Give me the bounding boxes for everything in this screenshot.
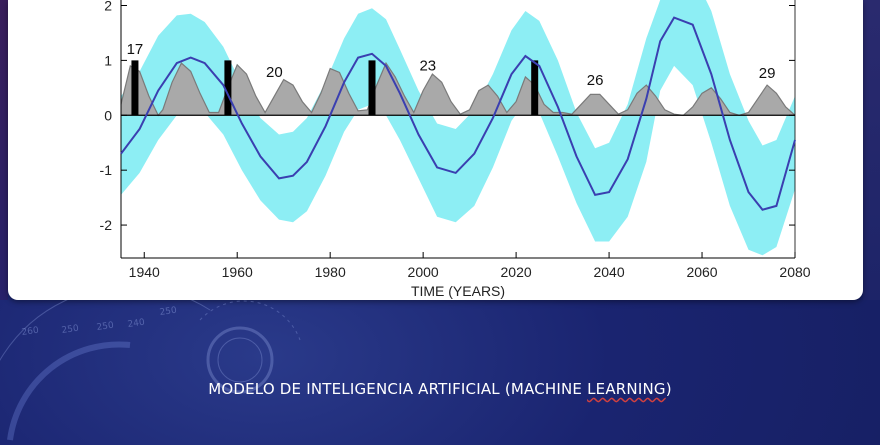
cycle-label: 26 bbox=[587, 72, 604, 89]
caption-spellcheck-word: LEARNING bbox=[587, 380, 666, 398]
cycles-fill bbox=[121, 63, 795, 116]
decor-arc-outer bbox=[0, 300, 211, 362]
decor-dial-number: 250 bbox=[61, 324, 80, 336]
x-tick-label: 2040 bbox=[593, 264, 624, 280]
left-edge-strip bbox=[0, 0, 8, 300]
x-tick-label: 2020 bbox=[501, 264, 532, 280]
cycle-label: 29 bbox=[759, 65, 776, 82]
y-tick-label: -1 bbox=[100, 162, 113, 178]
decor-arc-thick bbox=[7, 341, 131, 441]
event-bars bbox=[131, 60, 539, 116]
caption-end: ) bbox=[665, 380, 672, 398]
slide-caption: MODELO DE INTELIGENCIA ARTIFICIAL (MACHI… bbox=[0, 380, 880, 398]
cycle-label: 17 bbox=[127, 41, 144, 58]
event-bar bbox=[224, 60, 232, 116]
y-tick-label: -2 bbox=[100, 217, 113, 233]
decor-dial-number: 260 bbox=[21, 326, 40, 338]
right-edge-strip bbox=[863, 0, 880, 300]
decor-dial-ring bbox=[206, 326, 274, 394]
x-tick-label: 1980 bbox=[315, 264, 346, 280]
y-tick-label: 0 bbox=[104, 107, 112, 123]
decor-dial-number: 250 bbox=[159, 306, 178, 318]
x-tick-label: 2080 bbox=[779, 264, 810, 280]
decor-dashed-arc bbox=[199, 300, 301, 341]
background-decoration: 260 250 250 240 250 bbox=[0, 300, 301, 441]
sunspot-forecast-chart: 17 20 23 26 29 -2 -1 0 1 2 1940 1960 1980 2000 2020 20… bbox=[100, 0, 811, 299]
decor-dial-inner bbox=[217, 337, 263, 383]
chart-axes bbox=[120, 0, 796, 259]
confidence-band bbox=[121, 0, 795, 256]
x-tick-label: 2000 bbox=[408, 264, 439, 280]
decor-dial-number: 240 bbox=[127, 318, 146, 330]
decor-dial-numbers: 260 250 250 240 250 bbox=[21, 306, 178, 338]
event-bar bbox=[131, 60, 139, 116]
y-tick-label: 1 bbox=[104, 52, 112, 68]
x-tick-label: 1960 bbox=[222, 264, 253, 280]
tick-labels: -2 -1 0 1 2 1940 1960 1980 2000 2020 2040 2060 2080 bbox=[100, 0, 811, 280]
event-bar bbox=[531, 60, 539, 116]
mean-line-path bbox=[120, 16, 796, 211]
x-tick-label: 2060 bbox=[686, 264, 717, 280]
caption-text: MODELO DE INTELIGENCIA ARTIFICIAL (MACHI… bbox=[208, 380, 588, 398]
event-bar bbox=[368, 60, 376, 116]
band-area bbox=[121, 0, 795, 256]
cycle-label: 23 bbox=[419, 57, 436, 74]
x-tick-label: 1940 bbox=[129, 264, 160, 280]
decor-dial-number: 250 bbox=[96, 321, 115, 333]
mean-line bbox=[120, 16, 796, 211]
y-tick-label: 2 bbox=[104, 0, 112, 13]
x-axis-label: TIME (YEARS) bbox=[411, 283, 505, 299]
cycle-label: 20 bbox=[266, 64, 283, 81]
cycle-labels: 17 20 23 26 29 bbox=[127, 41, 776, 89]
